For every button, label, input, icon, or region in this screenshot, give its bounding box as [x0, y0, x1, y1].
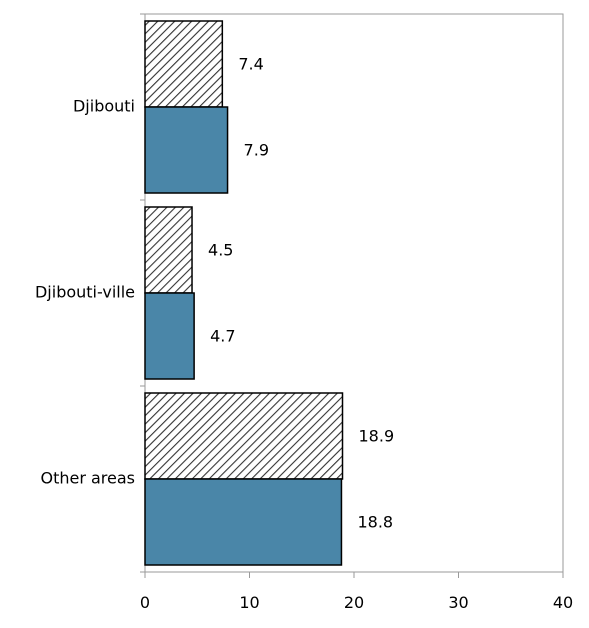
data-label: 18.9 — [359, 427, 395, 446]
bar — [144, 20, 224, 108]
data-label: 4.5 — [208, 241, 233, 260]
bar — [144, 478, 343, 566]
x-tick-label: 20 — [344, 593, 364, 612]
data-label: 18.8 — [357, 513, 393, 532]
data-label: 4.7 — [210, 327, 235, 346]
x-tick-label: 0 — [140, 593, 150, 612]
data-label: 7.4 — [238, 55, 263, 74]
x-tick-label: 30 — [448, 593, 468, 612]
x-tick-label: 40 — [553, 593, 573, 612]
x-tick-label: 10 — [239, 593, 259, 612]
category-label: Djibouti-ville — [35, 283, 135, 302]
category-label: Djibouti — [73, 97, 135, 116]
data-label: 7.9 — [244, 141, 269, 160]
category-label: Other areas — [40, 469, 135, 488]
bar — [144, 106, 229, 194]
bar — [144, 206, 193, 294]
bar — [144, 392, 344, 480]
bar — [144, 292, 195, 380]
